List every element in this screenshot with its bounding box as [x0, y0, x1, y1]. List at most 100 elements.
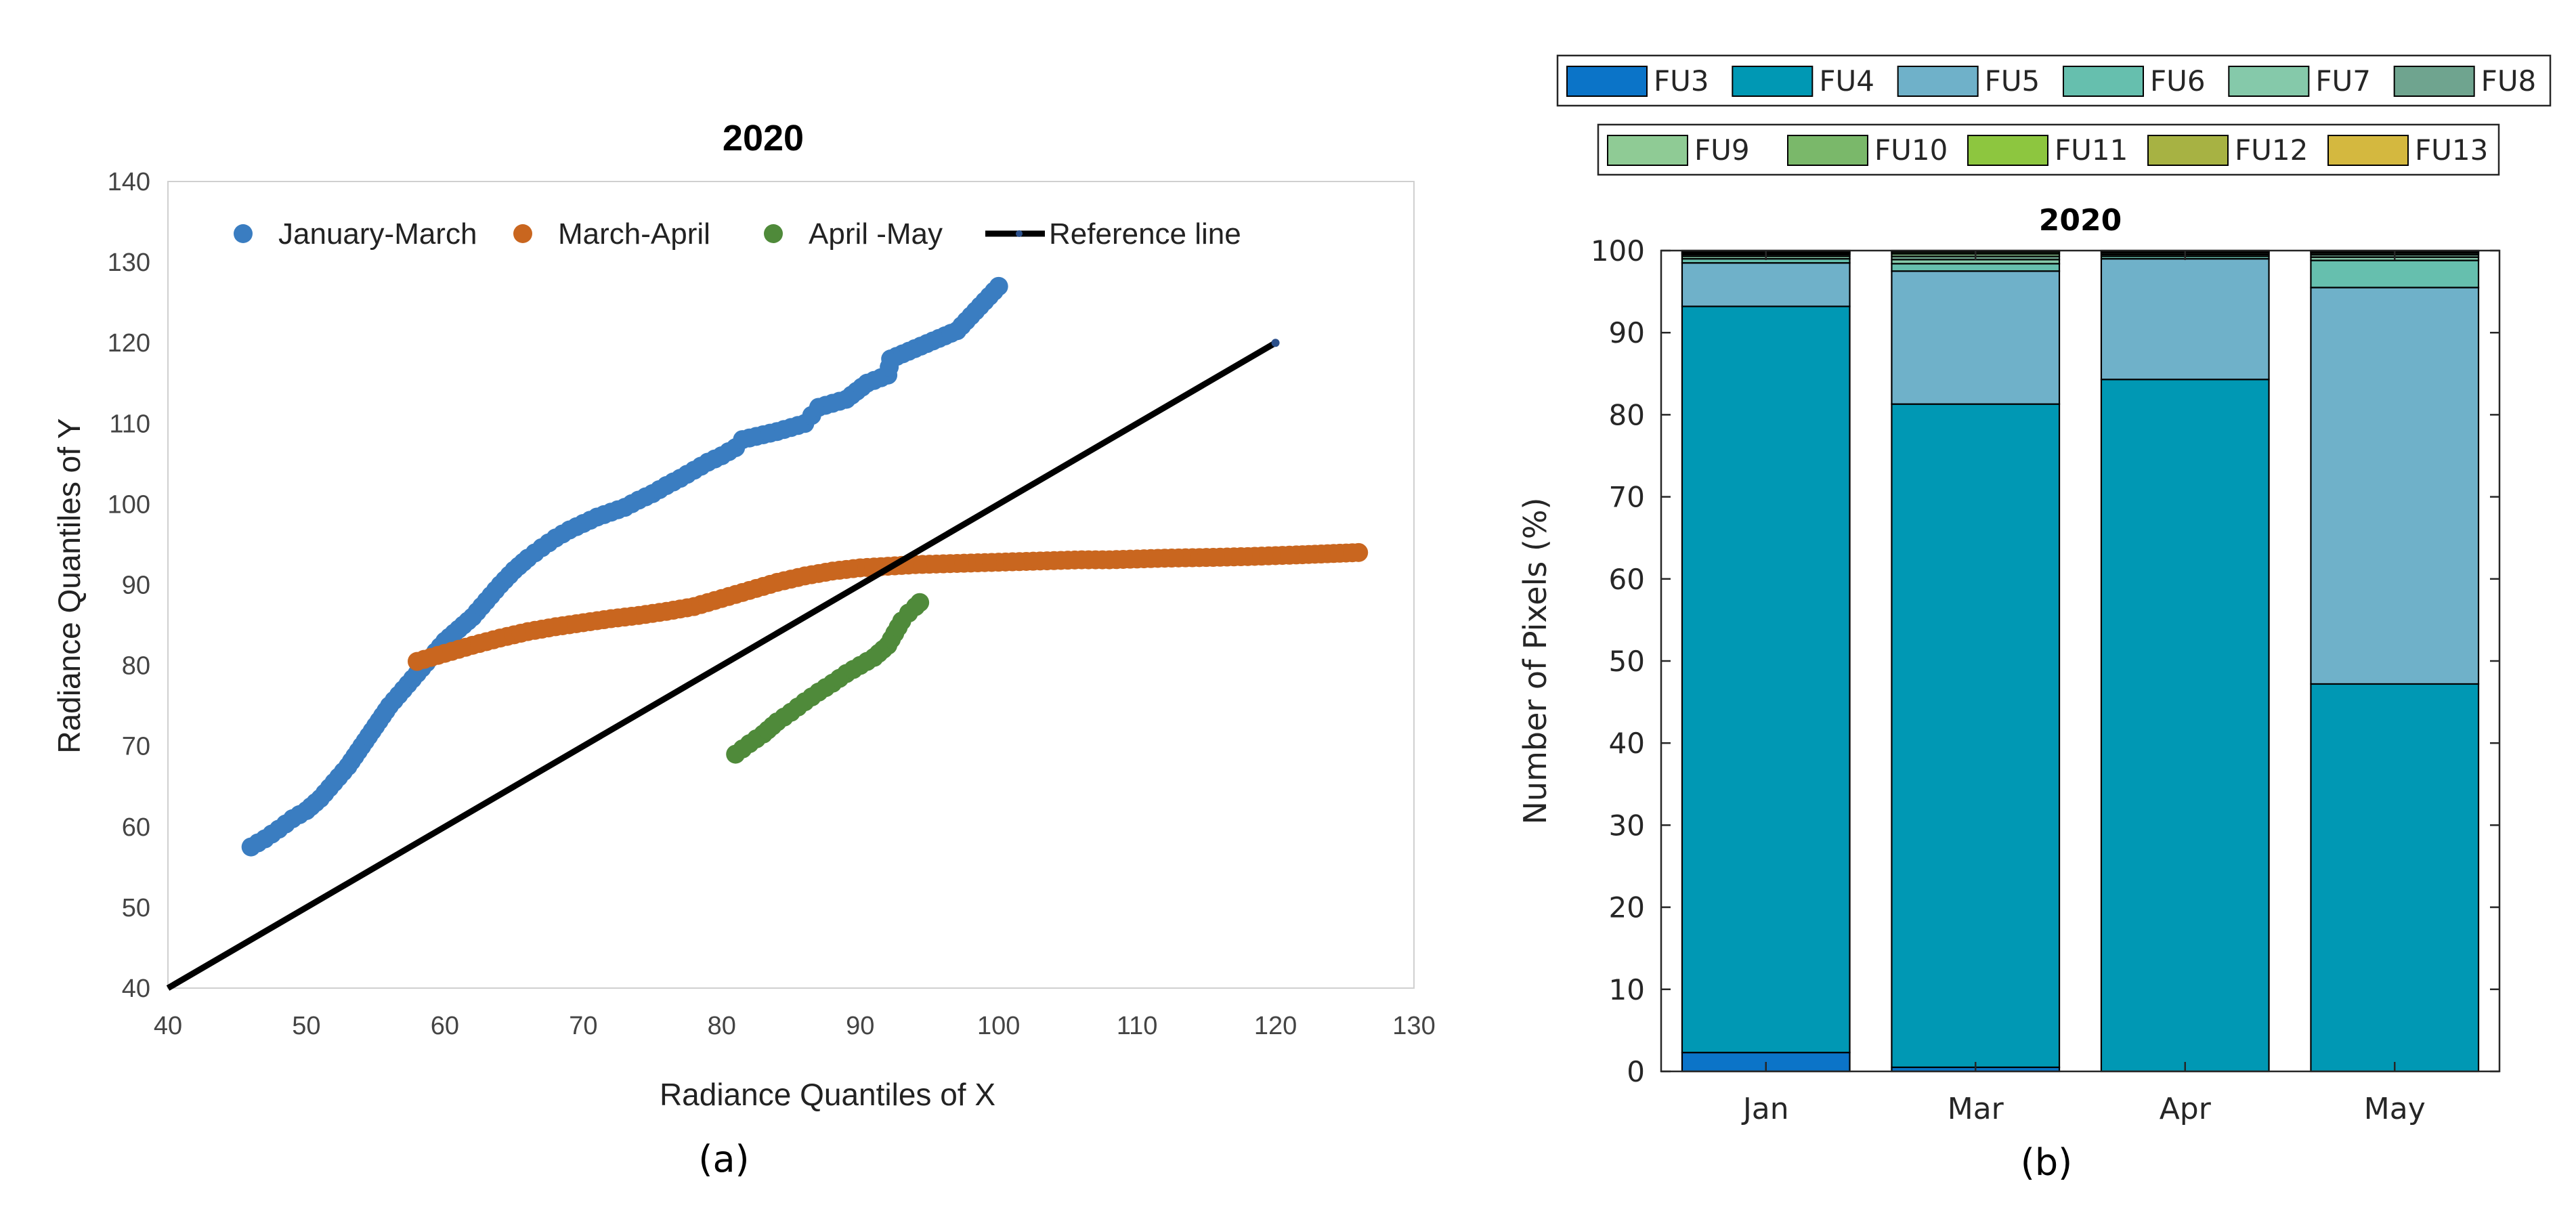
data-point: [830, 668, 849, 688]
legend-item-fu11: FU11: [1967, 133, 2128, 167]
y-tick-label-60: 60: [122, 813, 150, 842]
data-point: [888, 618, 908, 637]
legend-item-fu3: FU3: [1566, 64, 1709, 98]
bar-stack-apr: [2100, 249, 2270, 1073]
data-point: [954, 553, 974, 573]
legend-item-march-april: March-April: [513, 217, 710, 251]
data-point: [1343, 543, 1362, 563]
legend-label: FU8: [2481, 64, 2537, 98]
y-tick-label-80: 80: [1609, 398, 1645, 431]
legend-label: FU3: [1654, 64, 1709, 98]
data-point: [788, 416, 808, 435]
legend-swatch: [1566, 66, 1648, 97]
x-tick-label-80: 80: [708, 1012, 736, 1040]
legend-swatch: [2147, 135, 2229, 166]
data-point: [664, 472, 683, 492]
legend-label: January-March: [278, 217, 477, 251]
legend-item-fu7: FU7: [2228, 64, 2371, 98]
x-tick-label-50: 50: [292, 1012, 320, 1040]
panel-b-legend: FU3 FU4 FU5 FU6 FU7 FU8 FU9 FU10 FU11 FU12 FU13: [1556, 54, 2552, 176]
legend-swatch: [1897, 66, 1979, 97]
data-point: [844, 559, 863, 578]
y-tick-label-0: 0: [1627, 1055, 1645, 1088]
legend-item-fu9: FU9: [1607, 133, 1750, 167]
data-point: [788, 697, 808, 717]
x-tick-label-90: 90: [846, 1012, 874, 1040]
y-tick-label-80: 80: [122, 652, 150, 681]
data-point: [719, 442, 738, 461]
x-tick-label-70: 70: [569, 1012, 597, 1040]
legend-marker: [234, 224, 253, 243]
data-point: [1148, 549, 1167, 568]
y-tick-label-100: 100: [108, 490, 150, 519]
reference-line: [166, 340, 1277, 991]
y-tick-label-40: 40: [122, 975, 150, 1003]
legend-item-january-march: January-March: [234, 217, 477, 251]
legend-label: FU9: [1694, 133, 1750, 167]
y-tick-label-40: 40: [1609, 727, 1645, 760]
y-tick-label-90: 90: [1609, 316, 1645, 349]
x-tick-label-100: 100: [977, 1012, 1020, 1040]
legend-item-fu10: FU10: [1787, 133, 1948, 167]
data-point: [1037, 551, 1057, 571]
panel-a-label: (a): [698, 1138, 749, 1180]
y-tick-label-60: 60: [1609, 563, 1645, 596]
x-tick-label-mar: Mar: [1948, 1092, 2004, 1126]
panel-b-title: 2020: [2039, 203, 2122, 238]
data-point: [649, 479, 669, 499]
data-point: [926, 554, 946, 574]
x-tick-label-120: 120: [1254, 1012, 1297, 1040]
legend-label: April -May: [809, 217, 943, 251]
reference-line-end-marker: [1271, 339, 1280, 347]
data-point: [984, 282, 1004, 301]
data-point: [1093, 550, 1112, 570]
y-tick-label-70: 70: [122, 733, 150, 761]
legend-label: FU6: [2150, 64, 2206, 98]
panel-b-x-tick-labels: Jan Mar Apr May: [1741, 251, 2426, 1126]
bar-stack-jan: [1681, 249, 1851, 1073]
data-point: [539, 533, 559, 553]
data-point: [595, 610, 614, 630]
data-point: [677, 465, 697, 484]
series-march-april: [408, 542, 1369, 671]
data-point: [816, 678, 836, 698]
data-point: [276, 814, 295, 834]
panel-a-y-tick-labels: 40 50 60 70 80 90 100 110 120 130 140: [108, 168, 150, 1003]
bar-segment-fu6: [2310, 259, 2480, 289]
legend-marker: [764, 224, 783, 243]
panel-b-y-ticks: 0 10 20 30 40 50 60 70 80 90 100: [1591, 234, 2499, 1088]
legend-label: FU10: [1874, 133, 1948, 167]
data-point: [1065, 550, 1085, 570]
bar-segment-fu5: [2100, 258, 2270, 381]
data-point: [525, 543, 544, 563]
y-tick-label-50: 50: [1609, 645, 1645, 678]
bar-segment-fu4: [2100, 379, 2270, 1073]
x-tick-label-apr: Apr: [2160, 1092, 2212, 1126]
y-tick-label-20: 20: [1609, 891, 1645, 924]
panel-b-bars: [1681, 249, 2480, 1073]
panel-a-y-axis-label: Radiance Quantiles of Y: [51, 418, 87, 753]
y-tick-label-100: 100: [1591, 234, 1645, 268]
series-april-may: [726, 593, 930, 764]
data-point: [816, 563, 836, 582]
legend-item-fu4: FU4: [1732, 64, 1874, 98]
bar-segment-fu4: [2310, 683, 2480, 1073]
panel-a-x-axis-label: Radiance Quantiles of X: [660, 1077, 995, 1112]
legend-label: FU5: [1985, 64, 2040, 98]
legend-item-fu6: FU6: [2063, 64, 2206, 98]
legend-label: March-April: [558, 217, 710, 251]
data-point: [1197, 548, 1216, 568]
x-tick-label-110: 110: [1117, 1012, 1158, 1040]
y-tick-label-140: 140: [108, 168, 150, 196]
legend-box-row-1: [1556, 54, 2552, 107]
data-point: [567, 614, 586, 633]
legend-label: Reference line: [1049, 217, 1241, 251]
legend-label: FU4: [1819, 64, 1874, 98]
legend-marker: [513, 224, 532, 243]
data-point: [774, 707, 794, 727]
bar-segment-fu6: [1891, 263, 2061, 272]
panel-b-stacked-bar-chart: FU3 FU4 FU5 FU6 FU7 FU8 FU9 FU10 FU11 FU12 FU13 20…: [1517, 54, 2552, 1184]
legend-swatch: [2063, 66, 2144, 97]
bar-segment-fu5: [1681, 262, 1851, 307]
legend-item-fu8: FU8: [2393, 64, 2537, 98]
